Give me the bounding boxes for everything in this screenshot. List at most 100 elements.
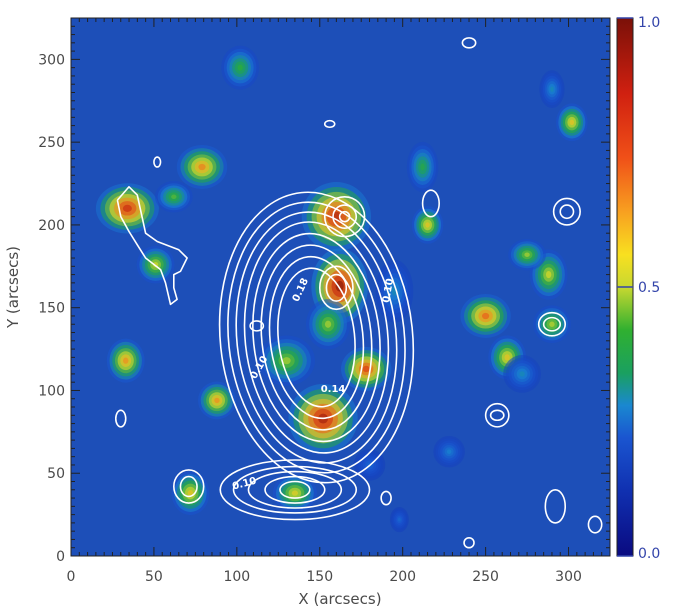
heat-blob: [258, 335, 315, 386]
heat-blob-layer: [282, 357, 291, 365]
contour-group: [380, 490, 392, 506]
contour-line: [325, 273, 348, 302]
y-tick-label: 100: [38, 383, 65, 399]
heat-blob-layer: [549, 321, 555, 327]
contour-line: [252, 232, 381, 443]
contour-group: [323, 119, 336, 129]
y-tick-label: 250: [38, 135, 65, 151]
contour-group: [463, 536, 475, 549]
contour-group: [249, 320, 265, 332]
heat-blob-layer: [237, 64, 243, 71]
heat-blob-layer: [550, 86, 554, 92]
contour-group: [552, 197, 581, 226]
contour-group: [537, 311, 567, 337]
contour-line: [559, 204, 575, 220]
heat-blob: [529, 249, 568, 300]
x-tick-label: 300: [555, 569, 582, 585]
heat-blob: [306, 299, 351, 350]
contour-line: [260, 244, 373, 431]
heat-blob: [460, 293, 511, 338]
x-axis: 0 50 100 150 200 250 300: [67, 18, 611, 585]
contour-line: [318, 265, 354, 311]
heat-blob-layer: [198, 163, 206, 171]
heat-blob: [406, 141, 439, 193]
contour-line: [542, 316, 562, 332]
x-tick-label: 150: [306, 569, 333, 585]
contour-line: [264, 475, 326, 504]
contour-line: [544, 488, 567, 524]
heat-blob: [503, 355, 542, 393]
heat-blob: [171, 471, 210, 516]
contour-group: [544, 488, 567, 524]
heat-blob-layer: [171, 194, 177, 200]
heat-blob: [508, 238, 546, 271]
contour-line: [323, 195, 366, 238]
heat-blob-layer: [545, 270, 552, 279]
x-axis-title: X (arcsecs): [298, 590, 381, 608]
contour-group: [587, 515, 603, 534]
heat-blob: [154, 181, 193, 213]
contour-line: [179, 475, 198, 498]
y-tick-label: 200: [38, 218, 65, 234]
contour-group: [318, 265, 354, 311]
contour-line: [153, 156, 162, 168]
contour-group: [323, 195, 366, 238]
heat-blob-layer: [362, 365, 370, 373]
heat-blob-layer: [504, 354, 510, 361]
heat-blob-layer: [187, 489, 194, 497]
heat-blob: [176, 144, 228, 190]
colorbar-tick-label: 1.0: [638, 15, 660, 31]
contour-line: [323, 119, 336, 129]
heat-blob-layer: [398, 517, 401, 522]
contour-group: [153, 156, 162, 168]
heat-blob: [556, 103, 588, 142]
heat-blob-layer: [324, 320, 332, 328]
x-tick-label: 250: [472, 569, 499, 585]
contour-label: 0.14: [321, 384, 346, 395]
heat-blob: [539, 70, 565, 109]
heat-blob: [433, 435, 465, 468]
contour-group: [219, 459, 371, 521]
y-tick-label: 150: [38, 301, 65, 317]
contour-line: [219, 459, 371, 521]
contour-group: [114, 409, 127, 428]
y-tick-label: 50: [47, 466, 65, 482]
y-tick-label: 0: [56, 549, 65, 565]
contour-line: [463, 536, 475, 549]
contour-line: [332, 204, 358, 230]
heat-blob-layer: [123, 357, 129, 364]
contour-group: [173, 469, 205, 504]
contour-line: [380, 490, 392, 506]
heat-blob: [411, 206, 444, 244]
contour-line: [277, 267, 356, 408]
y-axis: 0 50 100 150 200 250 300: [38, 17, 610, 565]
heat-blob-layer: [214, 397, 220, 404]
contour-group: [461, 37, 477, 49]
contour-line: [461, 37, 477, 49]
heat-blob-layer: [519, 371, 525, 377]
x-tick-label: 50: [145, 569, 163, 585]
y-tick-label: 300: [38, 52, 65, 68]
heat-blob-layer: [122, 204, 132, 212]
contour-label: 0.10: [381, 278, 396, 304]
heat-blob: [198, 381, 236, 420]
plot-frame: [70, 17, 611, 557]
heat-blob: [533, 305, 571, 344]
heat-blob: [221, 45, 260, 90]
colorbar-tick-label: 0.0: [638, 546, 660, 562]
contour-line: [232, 465, 358, 514]
contour-line: [489, 409, 505, 422]
colorbar: 0.0 0.5 1.0: [616, 15, 660, 562]
contour-group: [218, 191, 415, 484]
contour-line: [173, 469, 205, 504]
heat-blob-layer: [569, 119, 575, 125]
contour-line: [338, 210, 351, 223]
heat-blob-layer: [425, 222, 430, 228]
contour-line: [587, 515, 603, 534]
contour-line: [114, 409, 127, 428]
contour-line: [268, 255, 365, 420]
plot-area: 0.100.140.100.180.10: [70, 17, 611, 557]
heat-blob-layer: [446, 449, 452, 454]
colorbar-tick-label: 0.5: [638, 280, 660, 296]
